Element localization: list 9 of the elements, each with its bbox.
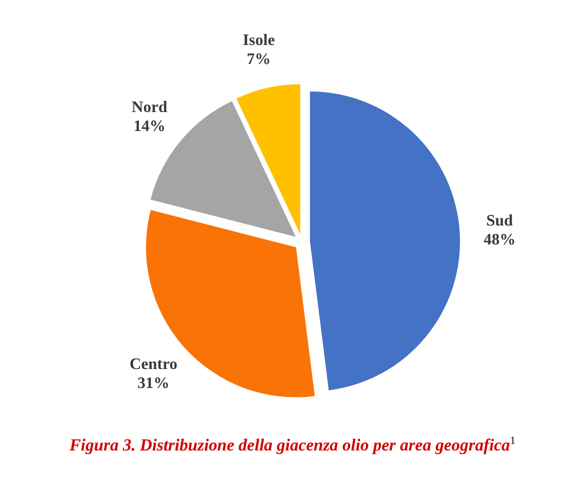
data-label: 14% xyxy=(133,118,166,135)
data-label: 31% xyxy=(137,374,170,392)
slice-label: Sud xyxy=(486,212,514,230)
text: Figura 3. Distribuzione della giacenza olio per area geografica$^{1}$ xyxy=(68,435,517,456)
slice-label: Isole xyxy=(242,32,275,49)
data-label: 48% xyxy=(484,232,516,249)
slice-label: Nord xyxy=(132,98,168,116)
data-label: 7% xyxy=(246,50,271,68)
slice-label: Centro xyxy=(130,356,178,373)
